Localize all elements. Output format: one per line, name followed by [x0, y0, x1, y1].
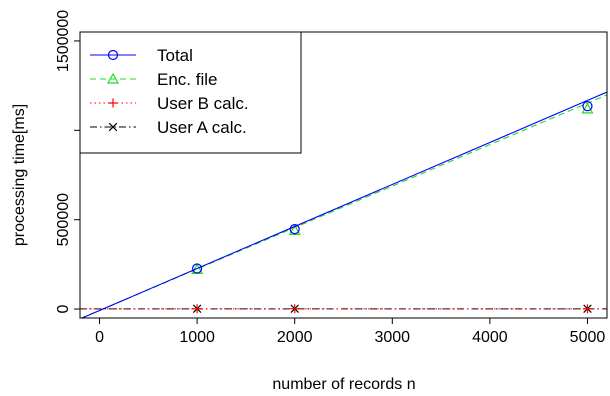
x-axis-label: number of records n	[272, 376, 415, 393]
legend-marker	[108, 122, 118, 132]
y-tick-label: 0	[55, 305, 72, 314]
legend-label: Total	[157, 46, 193, 65]
data-point	[192, 263, 203, 274]
legend-marker	[108, 98, 118, 108]
plot-marks	[80, 91, 607, 318]
x-tick-label: 0	[95, 329, 104, 346]
data-point	[581, 102, 594, 114]
data-point	[289, 224, 300, 235]
data-point	[582, 304, 592, 314]
data-point	[288, 224, 301, 236]
y-tick-label: 500000	[55, 193, 72, 246]
x-axis: 0 1000 2000 3000 4000 5000	[95, 318, 605, 346]
data-point	[582, 101, 593, 112]
data-point	[192, 304, 202, 314]
x-tick-label: 3000	[374, 329, 410, 346]
x-tick-label: 2000	[277, 329, 313, 346]
legend-label: Enc. file	[157, 70, 217, 89]
x-tick-label: 1000	[179, 329, 215, 346]
legend-marker	[106, 72, 120, 84]
series-line	[80, 91, 607, 318]
legend-label: User A calc.	[157, 118, 247, 137]
y-axis: 0 500000 1500000	[55, 10, 80, 314]
data-point	[290, 304, 300, 314]
x-tick-label: 5000	[570, 329, 606, 346]
y-axis-label: processing time[ms]	[11, 104, 28, 246]
y-tick-label: 1500000	[55, 10, 72, 72]
plot-frame	[79, 31, 608, 319]
x-tick-label: 4000	[472, 329, 508, 346]
legend-label: User B calc.	[157, 94, 249, 113]
legend: Total Enc. file User B calc. User A calc.	[79, 31, 302, 154]
legend-marker	[107, 49, 119, 61]
